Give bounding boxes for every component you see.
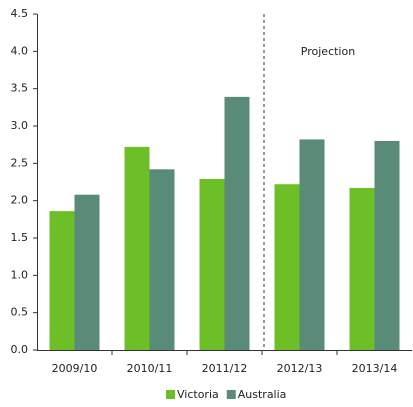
bar (349, 187, 375, 350)
x-tick-label: 2012/13 (277, 362, 323, 375)
y-tick-label: 2.0 (11, 194, 29, 207)
bar (299, 139, 325, 350)
bar (199, 179, 225, 350)
bar (149, 169, 175, 350)
y-tick-label: 0.0 (11, 343, 29, 356)
y-tick-label: 4.5 (11, 7, 29, 20)
annotation: Projection (301, 45, 355, 58)
y-tick-label: 0.5 (11, 306, 29, 319)
legend-swatch (166, 390, 175, 399)
legend-swatch (226, 390, 236, 399)
x-tick-label: 2009/10 (52, 362, 98, 375)
legend-label: Australia (238, 388, 287, 401)
bar (74, 194, 100, 350)
y-tick-label: 3.5 (11, 82, 29, 95)
y-tick-label: 1.0 (11, 268, 29, 281)
x-tick-label: 2013/14 (352, 362, 398, 375)
bar (224, 96, 250, 350)
y-tick-label: 3.0 (11, 119, 29, 132)
x-tick-label: 2011/12 (202, 362, 248, 375)
bar (374, 140, 400, 350)
y-tick-label: 2.5 (11, 156, 29, 169)
bar (49, 211, 75, 350)
x-tick-label: 2010/11 (127, 362, 173, 375)
bar (124, 146, 150, 350)
legend-label: Victoria (177, 388, 219, 401)
y-tick-label: 1.5 (11, 231, 29, 244)
y-tick-label: 4.0 (11, 44, 29, 57)
bar (274, 184, 300, 350)
